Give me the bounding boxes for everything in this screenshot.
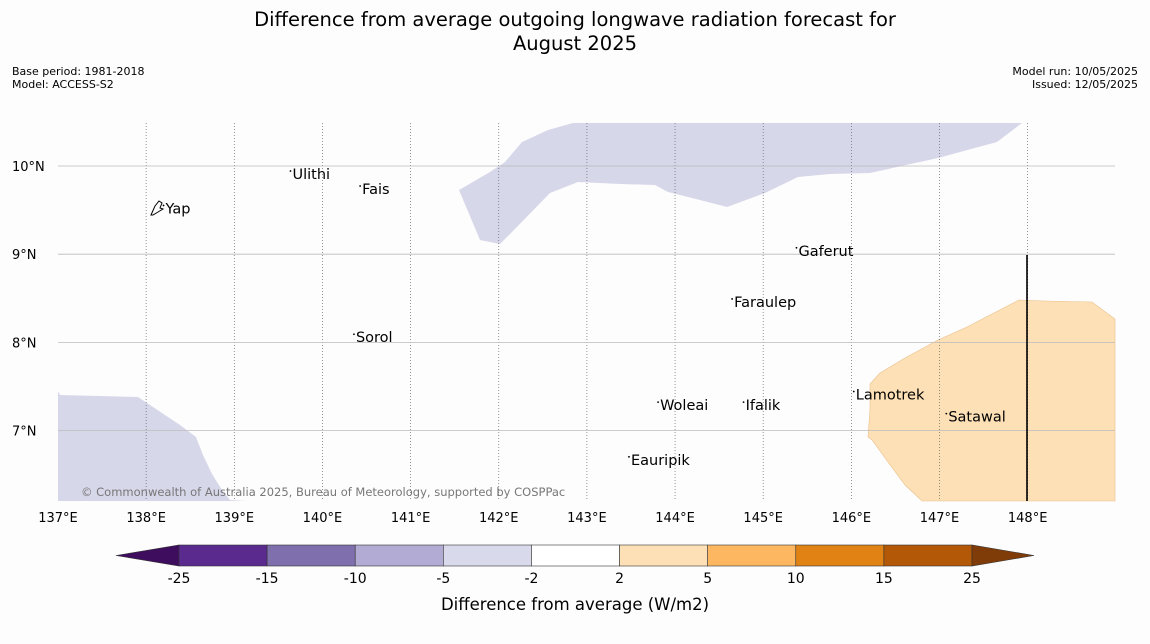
lon-tick-label: 144°E [655, 511, 695, 526]
lon-tick-label: 143°E [567, 511, 607, 526]
lat-tick-label: 8°N [12, 336, 37, 351]
lon-tick-label: 140°E [303, 511, 343, 526]
place-label-sorol: Sorol [356, 330, 393, 346]
copyright-credit: © Commonwealth of Australia 2025, Bureau… [81, 485, 565, 499]
colorbar-segment [707, 544, 797, 567]
colorbar-segment [354, 544, 444, 567]
lon-tick-label: 147°E [920, 511, 960, 526]
colorbar-tick-label: -15 [256, 571, 279, 587]
place-marker-fais [359, 185, 362, 187]
place-marker-lamotrek [852, 390, 855, 393]
place-marker-faraulep [731, 298, 734, 300]
shaded-region-negative-west [58, 391, 246, 501]
colorbar-title: Difference from average (W/m2) [441, 595, 709, 614]
lon-tick-label: 145°E [743, 511, 783, 526]
latitude-tick-labels: 10°N 9°N 8°N 7°N [12, 160, 45, 440]
colorbar-tick-label: 2 [615, 571, 624, 587]
place-marker-woleai [657, 401, 659, 404]
place-marker-yap [162, 204, 165, 207]
run-info: Model run: 10/05/2025 Issued: 12/05/2025 [1012, 65, 1138, 91]
title-line-1: Difference from average outgoing longwav… [254, 8, 896, 31]
place-label-gaferut: Gaferut [798, 244, 853, 260]
place-marker-satawal [945, 412, 948, 415]
colorbar-extend-low [115, 544, 180, 567]
colorbar-tick-label: -2 [524, 571, 538, 587]
lon-tick-label: 142°E [479, 511, 519, 526]
colorbar-tick-label: -25 [168, 571, 191, 587]
model-name: Model: ACCESS-S2 [12, 78, 114, 91]
colorbar-tick-label: 15 [875, 571, 893, 587]
base-period: Base period: 1981-2018 [12, 65, 145, 78]
lon-tick-label: 139°E [215, 511, 255, 526]
lon-tick-label: 146°E [832, 511, 872, 526]
place-label-eauripik: Eauripik [631, 453, 690, 469]
place-label-woleai: Woleai [660, 398, 708, 414]
lon-tick-label: 138°E [126, 511, 166, 526]
colorbar-segment [883, 544, 973, 567]
longitude-tick-labels: 137°E 138°E 139°E 140°E 141°E 142°E 143°E 144°E… [38, 511, 1047, 526]
colorbar-segment [443, 544, 532, 567]
shaded-region-negative-north [459, 123, 1022, 244]
colorbar-tick-label: -5 [436, 571, 450, 587]
colorbar-tick-label: 10 [787, 571, 805, 587]
colorbar-tick-label: 5 [703, 571, 712, 587]
place-marker-ulithi [289, 170, 292, 172]
model-info: Base period: 1981-2018 Model: ACCESS-S2 [12, 65, 144, 91]
colorbar-tick-label: -10 [344, 571, 367, 587]
lat-tick-label: 9°N [12, 248, 37, 263]
place-label-lamotrek: Lamotrek [856, 388, 925, 404]
colorbar-segment [619, 544, 708, 567]
place-label-ifalik: Ifalik [746, 398, 781, 414]
issued-date: Issued: 12/05/2025 [1031, 78, 1138, 91]
colorbar-segment [266, 544, 356, 567]
colorbar-segment [531, 544, 620, 567]
lat-tick-label: 7°N [12, 425, 37, 440]
lon-tick-label: 141°E [391, 511, 431, 526]
model-run-date: Model run: 10/05/2025 [1012, 65, 1138, 78]
place-markers: Yap Ulithi Fais Gaferut Faraulep Sorol Lamotre… [162, 167, 1006, 469]
colorbar-legend: -25 -15 -10 -5 -2 2 5 10 15 25 [115, 544, 1035, 587]
colorbar-segment [178, 544, 268, 567]
yap-island-outline [150, 200, 165, 216]
place-label-yap: Yap [165, 201, 191, 217]
colorbar-extend-high [971, 544, 1035, 567]
title-line-2: August 2025 [512, 32, 638, 55]
place-label-faraulep: Faraulep [734, 295, 796, 311]
parallel-lines [58, 165, 1115, 432]
place-label-satawal: Satawal [948, 410, 1005, 426]
place-marker-gaferut [795, 246, 798, 249]
lon-tick-label: 148°E [1008, 511, 1048, 526]
colorbar-segment [795, 544, 885, 567]
lat-tick-label: 10°N [12, 160, 45, 175]
shaded-region-positive-east [867, 299, 1116, 502]
place-marker-sorol [353, 333, 355, 336]
place-label-ulithi: Ulithi [292, 167, 330, 183]
place-label-fais: Fais [362, 182, 389, 198]
place-marker-eauripik [628, 455, 630, 458]
colorbar-tick-label: 25 [963, 571, 981, 587]
map-title: Difference from average outgoing longwav… [0, 8, 1150, 56]
place-marker-ifalik [742, 401, 745, 404]
shaded-regions [58, 123, 1116, 502]
lon-tick-label: 137°E [38, 511, 78, 526]
